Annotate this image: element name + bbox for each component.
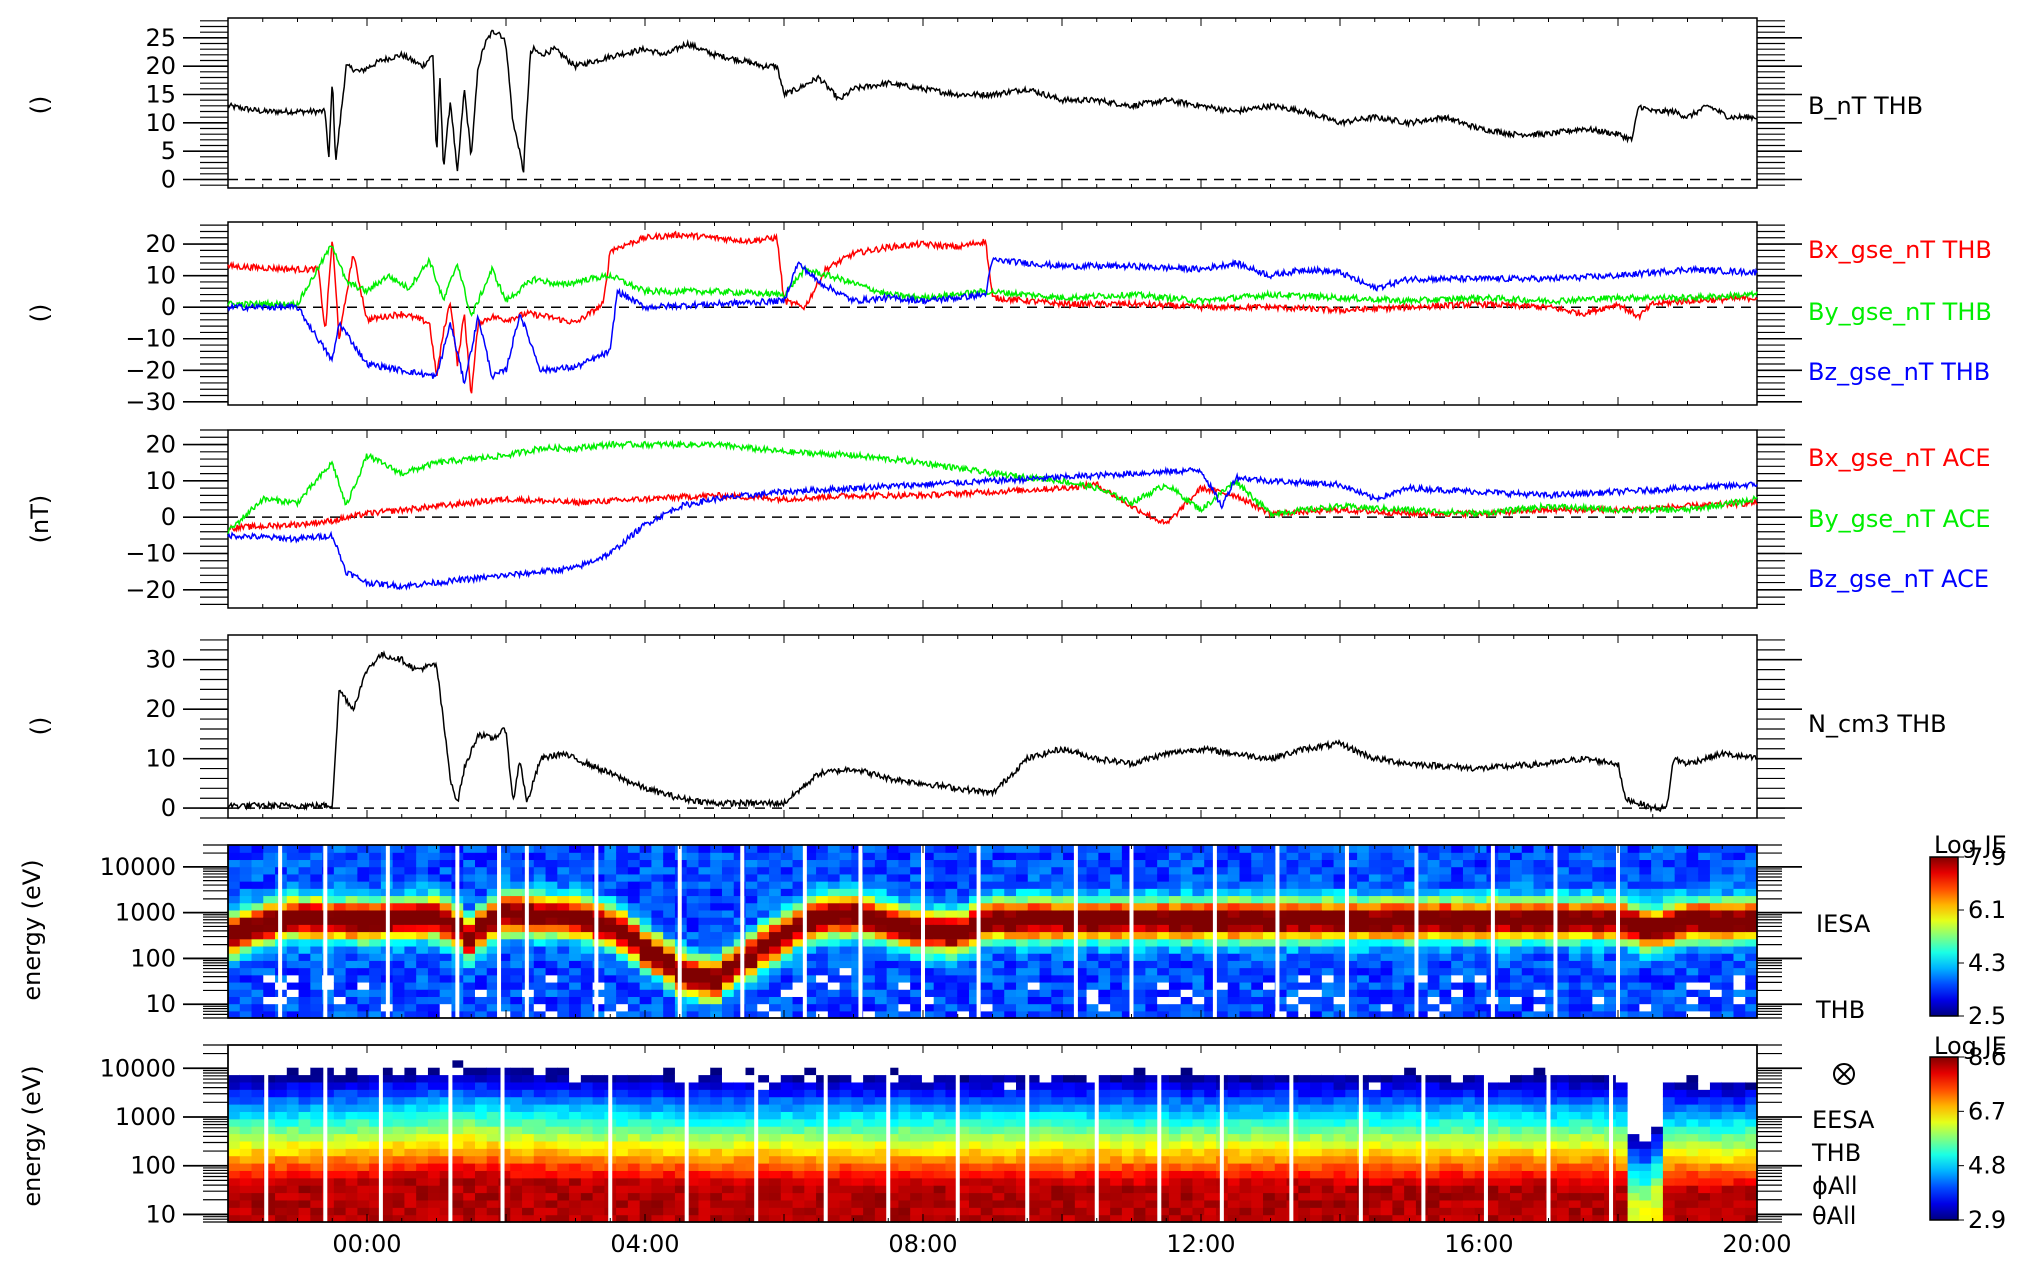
ytick-label-thb-bgse-4: 10 <box>145 262 176 290</box>
ylabel-iesa: energy (eV) <box>18 859 46 1000</box>
time-tick-label-0: 00:00 <box>332 1230 401 1258</box>
ylabel-thb-bgse: () <box>26 304 54 323</box>
probe-label-eesa-thb: THB <box>1811 1139 1861 1167</box>
ytick-label-eesa-0: 10 <box>145 1200 176 1228</box>
series-label-bz-ace: Bz_gse_nT ACE <box>1808 565 1989 593</box>
series-label-bz-thb: Bz_gse_nT THB <box>1808 358 1990 386</box>
time-tick-label-5: 20:00 <box>1722 1230 1791 1258</box>
ytick-label-thb-bgse-0: −30 <box>125 388 176 416</box>
ytick-label-ace-bgse-1: −10 <box>125 540 176 568</box>
series-label-bx-thb: Bx_gse_nT THB <box>1808 236 1992 264</box>
eesa-spectrogram-cells <box>228 1045 1758 1223</box>
ytick-label-thb-density-1: 10 <box>145 745 176 773</box>
ytick-label-iesa-1: 100 <box>130 944 176 972</box>
ytick-label-thb-bmag-2: 10 <box>145 109 176 137</box>
colorbar-iesa <box>1930 857 1958 1016</box>
ytick-label-eesa-3: 10000 <box>100 1054 176 1082</box>
series-label-n-cm3-thb: N_cm3 THB <box>1808 710 1947 738</box>
ytick-label-thb-bmag-5: 25 <box>145 24 176 52</box>
ytick-label-eesa-2: 1000 <box>115 1103 176 1131</box>
probe-label-iesa-thb: THB <box>1815 996 1865 1024</box>
time-tick-label-4: 16:00 <box>1444 1230 1513 1258</box>
instrument-label-eesa: EESA <box>1812 1106 1875 1134</box>
instrument-label-iesa: IESA <box>1816 910 1871 938</box>
ytick-label-ace-bgse-2: 0 <box>161 503 176 531</box>
colorbar-tick-eesa-1: 6.7 <box>1968 1097 2006 1125</box>
colorbar-tick-iesa-2: 4.3 <box>1968 949 2006 977</box>
ylabel-ace-bgse: (nT) <box>26 495 54 544</box>
colorbar-tick-iesa-1: 6.1 <box>1968 896 2006 924</box>
theta-all-label: θAll <box>1812 1202 1856 1230</box>
series-label-bx-ace: Bx_gse_nT ACE <box>1808 444 1991 472</box>
ytick-label-eesa-1: 100 <box>130 1152 176 1180</box>
colorbar-tick-eesa-0: 8.6 <box>1968 1043 2006 1071</box>
ytick-label-thb-bgse-2: −10 <box>125 325 176 353</box>
ylabel-thb-density: () <box>26 717 54 736</box>
ylabel-eesa: energy (eV) <box>18 1065 46 1206</box>
ytick-label-thb-density-3: 30 <box>145 646 176 674</box>
ytick-label-thb-bgse-5: 20 <box>145 230 176 258</box>
phi-all-label: ϕAll <box>1812 1172 1858 1200</box>
ytick-label-thb-bmag-3: 15 <box>145 81 176 109</box>
colorbar-eesa <box>1930 1057 1958 1220</box>
ytick-label-thb-bmag-0: 0 <box>161 166 176 194</box>
panel-eesa-spectrogram: energy (eV) EESA THB ϕAll θAll Log JE 10… <box>18 1032 2007 1234</box>
ytick-label-iesa-3: 10000 <box>100 853 176 881</box>
time-tick-label-3: 12:00 <box>1166 1230 1235 1258</box>
ytick-label-ace-bgse-4: 20 <box>145 431 176 459</box>
series-label-by-thb: By_gse_nT THB <box>1808 298 1992 326</box>
series-label-b-nt-thb: B_nT THB <box>1808 92 1923 120</box>
ytick-label-ace-bgse-3: 10 <box>145 467 176 495</box>
ytick-label-thb-density-0: 0 <box>161 794 176 822</box>
time-tick-label-1: 04:00 <box>610 1230 679 1258</box>
ytick-label-iesa-0: 10 <box>145 990 176 1018</box>
colorbar-tick-eesa-3: 2.9 <box>1968 1206 2006 1234</box>
colorbar-tick-eesa-2: 4.8 <box>1968 1152 2006 1180</box>
ylabel-thb-bmag: () <box>26 96 54 115</box>
time-tick-label-2: 08:00 <box>888 1230 957 1258</box>
colorbar-tick-iesa-0: 7.9 <box>1968 843 2006 871</box>
ytick-label-thb-density-2: 20 <box>145 695 176 723</box>
ytick-label-thb-bmag-1: 5 <box>161 137 176 165</box>
ytick-label-thb-bmag-4: 20 <box>145 52 176 80</box>
ytick-label-ace-bgse-0: −20 <box>125 576 176 604</box>
ytick-label-thb-bgse-3: 0 <box>161 293 176 321</box>
ytick-label-iesa-2: 1000 <box>115 899 176 927</box>
ytick-label-thb-bgse-1: −20 <box>125 356 176 384</box>
colorbar-tick-iesa-3: 2.5 <box>1968 1002 2006 1030</box>
panel-iesa-spectrogram: energy (eV) IESA THB Log JE 101001000100… <box>18 831 2007 1030</box>
series-label-by-ace: By_gse_nT ACE <box>1808 505 1991 533</box>
